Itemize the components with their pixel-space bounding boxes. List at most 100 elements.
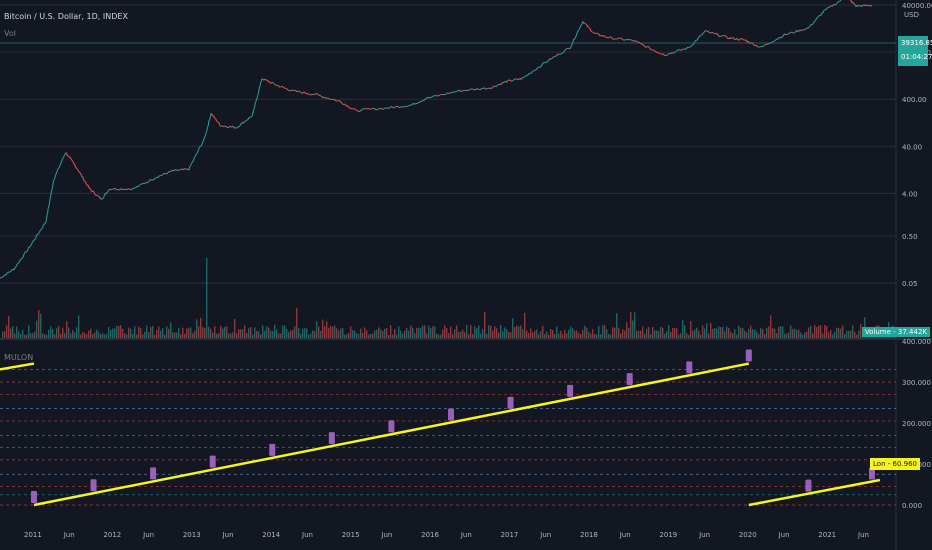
price-segment — [786, 33, 789, 36]
price-segment — [273, 83, 276, 86]
price-segment — [831, 3, 835, 7]
volume-bar — [690, 321, 692, 338]
price-segment — [626, 38, 629, 41]
price-segment — [182, 168, 185, 171]
x-tick-label: Jun — [857, 531, 869, 539]
x-tick-label: 2019 — [659, 531, 677, 539]
volume-bar — [202, 327, 204, 338]
price-segment — [215, 118, 218, 122]
volume-bar — [14, 333, 16, 338]
volume-bar — [744, 330, 746, 338]
volume-bar — [158, 326, 160, 338]
price-segment — [315, 93, 318, 95]
price-segment — [864, 4, 867, 7]
volume-bar — [656, 330, 658, 338]
volume-bar — [110, 329, 112, 338]
chart-title: Bitcoin / U.S. Dollar, 1D, INDEX — [4, 12, 128, 21]
volume-bar — [170, 322, 172, 338]
volume-bar — [372, 333, 374, 338]
price-segment — [762, 45, 765, 47]
price-segment — [865, 4, 868, 7]
price-segment — [652, 49, 655, 52]
volume-bar — [476, 328, 478, 338]
price-segment — [418, 101, 421, 103]
price-segment — [26, 249, 29, 253]
price-segment — [189, 164, 192, 167]
volume-bar — [718, 326, 720, 338]
wave-marker — [805, 479, 812, 492]
volume-bar — [682, 320, 684, 338]
volume-bar — [592, 329, 594, 338]
price-segment — [811, 23, 814, 26]
volume-bar — [738, 325, 740, 338]
price-segment — [228, 125, 231, 128]
volume-bar — [516, 325, 518, 338]
price-segment — [525, 74, 528, 77]
volume-bar — [380, 329, 382, 338]
x-tick-label: Jun — [539, 531, 551, 539]
price-segment — [577, 29, 580, 31]
price-segment — [78, 171, 80, 173]
volume-bar — [406, 327, 408, 338]
price-segment — [195, 153, 198, 156]
volume-bar — [236, 333, 238, 338]
volume-bar — [412, 327, 414, 338]
price-segment — [134, 186, 137, 189]
volume-bar — [194, 330, 196, 338]
price-segment — [90, 189, 92, 191]
volume-bar — [414, 333, 416, 338]
volume-bar — [24, 334, 26, 338]
price-segment — [515, 78, 518, 80]
price-segment — [190, 161, 193, 165]
price-segment — [491, 86, 494, 89]
price-segment — [742, 38, 745, 41]
price-segment — [425, 97, 428, 100]
price-segment — [564, 48, 568, 51]
price-segment — [673, 51, 676, 54]
volume-bar — [214, 326, 216, 338]
volume-bar — [356, 333, 358, 338]
price-segment — [121, 188, 124, 191]
volume-bar — [186, 328, 188, 338]
volume-bar — [728, 327, 730, 338]
lon-tag: Lon - 60.960 — [870, 458, 920, 470]
volume-bar — [474, 326, 476, 338]
volume-bar — [558, 333, 560, 338]
volume-bar — [788, 332, 790, 338]
volume-bar — [422, 325, 424, 338]
price-segment — [485, 87, 489, 90]
price-segment — [405, 105, 409, 108]
volume-bar — [468, 334, 470, 338]
volume-bar — [826, 326, 828, 338]
x-tick-label: 2016 — [421, 531, 439, 539]
volume-bar — [526, 330, 528, 338]
price-segment — [137, 184, 141, 187]
price-segment — [84, 180, 86, 182]
price-segment — [493, 85, 496, 87]
volume-bar — [386, 328, 388, 338]
price-segment — [220, 125, 223, 127]
x-tick-label: 2014 — [262, 531, 280, 539]
volume-bar — [596, 334, 598, 338]
volume-bar — [844, 334, 846, 338]
price-segment — [616, 37, 619, 40]
price-segment — [70, 158, 73, 160]
price-segment — [559, 53, 562, 55]
price-segment — [68, 156, 71, 158]
price-segment — [814, 18, 817, 22]
price-segment — [170, 170, 173, 173]
volume-bar — [34, 331, 36, 338]
price-segment — [79, 172, 82, 175]
trend-line — [33, 362, 750, 507]
price-segment — [856, 4, 859, 7]
volume-bar — [676, 328, 678, 338]
volume-bar — [430, 328, 432, 338]
price-segment — [33, 239, 35, 242]
price-tick-label: 40.00 — [902, 143, 922, 151]
volume-bar — [164, 334, 166, 338]
price-segment — [593, 32, 596, 34]
volume-bar — [774, 328, 776, 338]
volume-bar — [428, 325, 430, 338]
price-segment — [267, 80, 270, 83]
